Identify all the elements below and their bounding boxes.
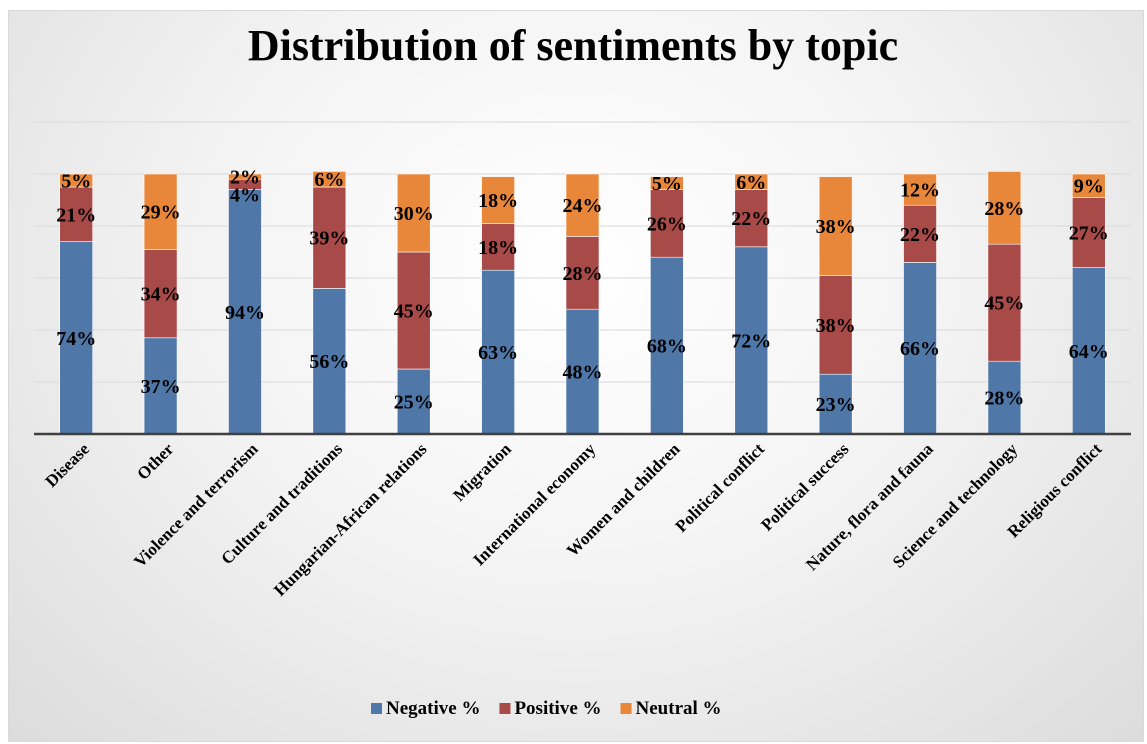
data-label: 28% <box>984 198 1024 220</box>
legend-label: Positive % <box>514 698 601 719</box>
data-label: 24% <box>563 195 603 217</box>
neutral-segment <box>396 173 431 253</box>
x-tick-label: Other <box>133 439 177 483</box>
x-tick-label: Hungarian-African relations <box>270 439 431 600</box>
data-label: 29% <box>141 202 181 224</box>
data-label: 4% <box>230 185 260 207</box>
data-label: 39% <box>309 228 349 250</box>
data-label: 45% <box>984 293 1024 315</box>
data-label: 27% <box>1069 223 1109 245</box>
data-label: 26% <box>647 213 687 235</box>
legend-item[interactable]: Negative % <box>371 698 480 719</box>
x-tick-label: Political conflict <box>672 439 769 536</box>
negative-segment <box>1072 267 1106 435</box>
positive-segment <box>143 249 178 339</box>
legend-item[interactable]: Positive % <box>499 698 602 719</box>
data-label: 56% <box>309 351 349 373</box>
neutral-segment <box>818 176 853 276</box>
neutral-segment <box>903 173 937 206</box>
data-label: 68% <box>647 336 687 358</box>
positive-segment <box>312 186 347 289</box>
legend-item[interactable]: Neutral % <box>620 698 722 719</box>
positive-segment <box>734 189 769 248</box>
data-label: 72% <box>731 330 771 352</box>
x-tick-label: Disease <box>42 439 94 491</box>
negative-segment <box>650 256 684 435</box>
data-label: 63% <box>478 342 518 364</box>
legend-swatch <box>620 703 632 714</box>
data-label: 21% <box>56 204 96 226</box>
positive-segment <box>818 275 853 375</box>
data-label: 22% <box>731 208 771 230</box>
positive-segment <box>565 236 600 310</box>
positive-segment <box>59 186 93 242</box>
negative-segment <box>565 308 600 435</box>
data-label: 9% <box>1074 176 1104 198</box>
data-labels: 74% 21% 5% 37% 34% 29% 94% 4%2% 56% 39% 6% 25% 45% 30… <box>56 167 1109 417</box>
neutral-segment <box>481 176 515 224</box>
negative-segment <box>396 368 431 435</box>
negative-segment <box>818 373 853 435</box>
data-label: 23% <box>816 394 856 416</box>
data-label: 38% <box>816 216 856 238</box>
data-label: 22% <box>900 224 940 246</box>
bars <box>59 171 1106 435</box>
neutral-segment <box>987 171 1022 245</box>
data-label: 38% <box>816 315 856 337</box>
negative-segment <box>734 246 769 435</box>
neutral-segment <box>59 173 93 188</box>
positive-segment <box>1072 197 1106 268</box>
positive-segment <box>396 251 431 370</box>
negative-segment <box>987 360 1022 435</box>
neutral-segment <box>734 173 769 190</box>
x-tick-label: Migration <box>449 439 515 505</box>
data-label: 5% <box>652 173 682 195</box>
data-label: 28% <box>984 388 1024 410</box>
data-label: 34% <box>141 284 181 306</box>
data-label: 94% <box>225 302 265 324</box>
data-label: 74% <box>56 328 96 350</box>
neutral-segment <box>1072 173 1106 198</box>
data-label: 6% <box>736 172 766 194</box>
data-label: 6% <box>314 169 344 191</box>
legend-label: Neutral % <box>636 698 722 719</box>
negative-segment <box>59 241 93 435</box>
data-label: 2% <box>230 167 260 189</box>
positive-segment <box>481 223 515 271</box>
data-label: 45% <box>394 301 434 323</box>
neutral-segment <box>228 173 262 180</box>
data-label: 64% <box>1069 341 1109 363</box>
neutral-segment <box>143 173 178 250</box>
neutral-segment <box>650 176 684 190</box>
data-label: 18% <box>478 190 518 212</box>
positive-segment <box>650 189 684 258</box>
data-label: 18% <box>478 237 518 259</box>
legend-swatch <box>499 703 511 714</box>
neutral-segment <box>565 173 600 237</box>
data-label: 25% <box>394 392 434 414</box>
data-label: 12% <box>900 180 940 202</box>
legend-swatch <box>371 703 382 714</box>
data-label: 5% <box>61 171 91 193</box>
data-label: 30% <box>394 203 434 225</box>
x-tick-label: Political success <box>757 439 852 534</box>
data-label: 28% <box>563 263 603 285</box>
legend-label: Negative % <box>386 698 480 719</box>
data-label: 37% <box>141 376 181 398</box>
chart-title: Distribution of sentiments by topic <box>248 21 898 70</box>
data-label: 66% <box>900 338 940 360</box>
neutral-segment <box>312 171 347 188</box>
legend[interactable]: Negative % Positive % Neutral % <box>371 698 722 719</box>
positive-segment <box>987 243 1022 362</box>
data-label: 48% <box>563 362 603 384</box>
